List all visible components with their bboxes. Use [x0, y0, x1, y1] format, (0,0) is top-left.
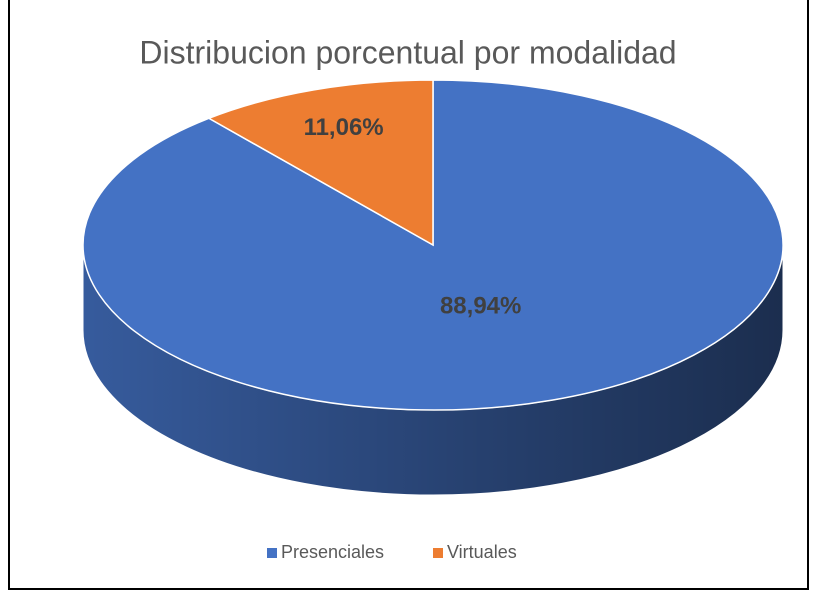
data-label: 88,94%: [440, 292, 521, 319]
slice: [207, 79, 434, 247]
data-label: 11,06%: [304, 114, 384, 141]
chart-title: Distribucion porcentual por modalidad: [139, 34, 676, 70]
legend-swatch: [433, 548, 443, 558]
legend-swatch: [267, 548, 277, 558]
legend-label: Presenciales: [281, 542, 384, 562]
legend-label: Virtuales: [447, 542, 517, 562]
